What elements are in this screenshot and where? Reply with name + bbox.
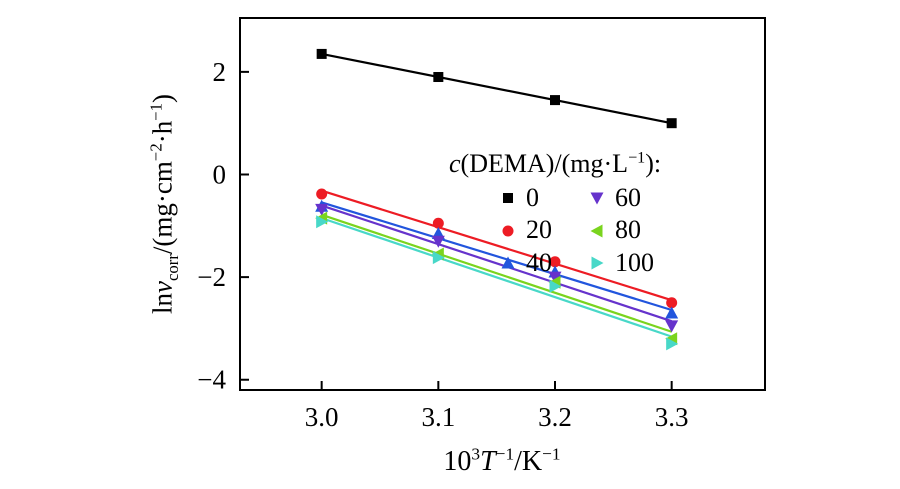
series-line-20: [321, 189, 672, 302]
y-tick-label: 0: [213, 159, 227, 189]
x-tick-label: 3.0: [305, 402, 339, 432]
legend-entry-0: 0: [499, 183, 552, 214]
triangle-right-marker-icon: [591, 256, 604, 270]
series-line-0: [321, 52, 672, 125]
legend-entry-label: 20: [526, 215, 552, 245]
triangle-down-marker-icon: [590, 192, 604, 205]
legend-entry-label: 100: [615, 248, 654, 278]
series-markers-60: [315, 203, 679, 333]
y-tick-label: 2: [213, 57, 227, 87]
x-axis-label: 103T−1/K−1: [443, 444, 561, 477]
legend-entry-label: 80: [615, 215, 641, 245]
series-line-40: [321, 201, 672, 312]
legend-entry-60: 60: [588, 183, 654, 214]
circle-marker-icon: [502, 225, 514, 237]
series-markers-20: [316, 188, 678, 309]
legend-entry-100: 100: [588, 248, 654, 279]
y-axis-label: lnvcorr/(mg·cm−2·h−1): [146, 93, 182, 315]
series-line-60: [321, 204, 673, 323]
triangle-up-marker-icon: [501, 256, 515, 269]
triangle-left-marker-icon: [590, 224, 603, 238]
series-line-100: [321, 217, 673, 338]
x-tick-label: 3.2: [538, 402, 572, 432]
legend-entry-label: 40: [526, 248, 552, 278]
legend-entry-20: 20: [499, 215, 552, 246]
legend-entry-label: 0: [526, 182, 539, 212]
series-markers-100: [316, 215, 679, 351]
x-tick-label: 3.1: [421, 402, 455, 432]
series-line-80: [321, 213, 673, 333]
legend-title: c(DEMA)/(mg·L−1):: [449, 149, 662, 178]
legend-entry-40: 40: [499, 248, 552, 279]
legend-entries: 0 20 40 60 80 100: [499, 183, 654, 279]
series-markers-0: [316, 48, 677, 129]
x-tick-label: 3.3: [655, 402, 689, 432]
legend: c(DEMA)/(mg·L−1): 0 20 40 60 80 100: [449, 149, 661, 279]
square-marker-icon: [503, 193, 513, 203]
legend-entry-label: 60: [615, 182, 641, 212]
legend-entry-80: 80: [588, 215, 654, 246]
y-tick-label: −4: [197, 365, 226, 395]
y-tick-label: −2: [197, 262, 226, 292]
